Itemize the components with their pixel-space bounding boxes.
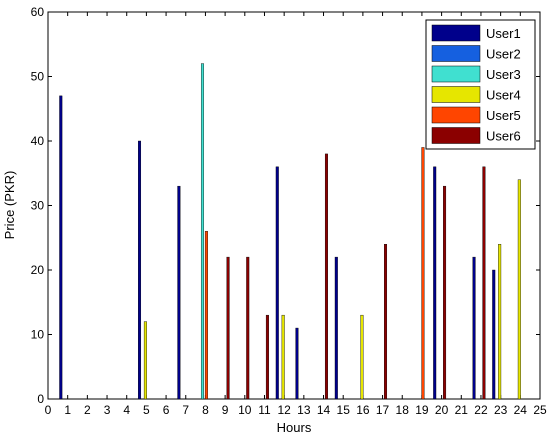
bar-user1 [334, 256, 338, 400]
legend-label: User5 [486, 108, 521, 123]
x-tick-label: 8 [202, 403, 209, 417]
x-tick-label: 16 [356, 403, 370, 417]
legend-swatch [431, 106, 481, 124]
x-tick-label: 24 [514, 403, 528, 417]
x-tick-label: 10 [238, 403, 252, 417]
bar-user6 [226, 256, 230, 400]
x-tick-label: 20 [435, 403, 449, 417]
x-tick-label: 19 [415, 403, 429, 417]
bar-user1 [492, 269, 496, 400]
bar-user4 [143, 321, 147, 400]
bar-user4 [360, 314, 364, 400]
x-tick-label: 4 [123, 403, 130, 417]
legend-label: User4 [486, 88, 521, 103]
x-tick-label: 6 [163, 403, 170, 417]
bar-user4 [498, 243, 502, 400]
x-tick-label: 5 [143, 403, 150, 417]
x-tick-label: 14 [317, 403, 331, 417]
y-tick-label: 60 [31, 5, 45, 19]
y-tick-label: 40 [31, 134, 45, 148]
legend-swatch [431, 86, 481, 103]
x-tick-label: 1 [64, 403, 71, 417]
bar-user1 [59, 95, 63, 400]
legend-label: User6 [486, 129, 521, 144]
x-tick-label: 7 [182, 403, 189, 417]
y-tick-label: 30 [31, 199, 45, 213]
legend-swatch [431, 127, 481, 144]
x-tick-label: 11 [258, 403, 271, 417]
legend-swatch [431, 65, 481, 83]
legend-swatch [431, 24, 481, 42]
x-tick-label: 9 [222, 403, 229, 417]
y-tick-label: 0 [37, 392, 44, 406]
bar-user1 [295, 327, 299, 400]
bar-user4 [517, 179, 521, 400]
bar-user1 [177, 185, 181, 400]
bar-user3 [200, 63, 204, 400]
x-tick-label: 12 [277, 403, 291, 417]
bar-user5 [204, 231, 208, 400]
bar-user6 [482, 166, 486, 400]
x-tick-label: 18 [396, 403, 410, 417]
bar-user4 [281, 314, 285, 400]
bar-user1 [472, 256, 476, 400]
bar-user6 [384, 243, 388, 400]
x-tick-label: 22 [474, 403, 488, 417]
x-tick-label: 0 [45, 403, 52, 417]
legend-label: User1 [486, 26, 521, 41]
bar-user6 [246, 256, 250, 400]
x-axis-label: Hours [277, 420, 312, 435]
x-tick-label: 3 [104, 403, 111, 417]
bar-user1 [275, 166, 279, 400]
legend-label: User3 [486, 67, 521, 82]
x-tick-label: 23 [494, 403, 508, 417]
y-tick-label: 50 [31, 70, 45, 84]
x-tick-label: 15 [337, 403, 351, 417]
legend-label: User2 [486, 47, 521, 62]
y-tick-label: 10 [31, 328, 45, 342]
x-tick-label: 2 [84, 403, 91, 417]
y-tick-label: 20 [31, 263, 45, 277]
x-tick-label: 21 [455, 403, 469, 417]
bar-user5 [421, 147, 425, 400]
legend-swatch [431, 45, 481, 62]
x-tick-label: 17 [376, 403, 390, 417]
x-tick-label: 13 [297, 403, 311, 417]
bar-user6 [265, 314, 269, 400]
y-axis-label: Price (PKR) [2, 171, 17, 240]
bar-user1 [138, 140, 142, 400]
bar-user6 [324, 153, 328, 400]
bar-user1 [433, 166, 437, 400]
x-tick-label: 25 [533, 403, 547, 417]
bar-user6 [443, 185, 447, 400]
